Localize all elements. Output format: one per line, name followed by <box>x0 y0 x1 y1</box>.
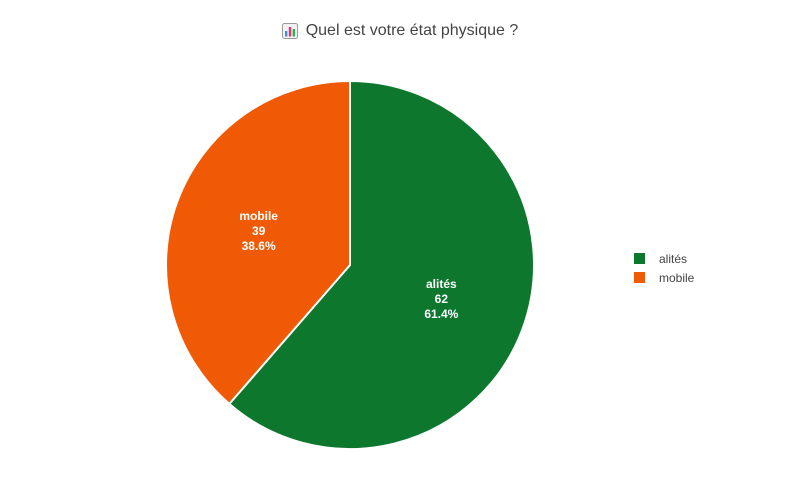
pie-slice-alites[interactable] <box>227 79 535 450</box>
pie-label-name-mobile: mobile <box>239 209 278 223</box>
legend-label-alites: alités <box>659 251 688 266</box>
pie-label-value-mobile: 39 <box>252 224 266 238</box>
legend-swatch-mobile <box>634 272 645 283</box>
pie-label-value-alites: 62 <box>435 292 449 306</box>
legend-item-alites[interactable]: alités <box>634 249 694 268</box>
pie-label-percent-alites: 61.4% <box>424 307 458 321</box>
chart-legend: alités mobile <box>634 249 694 287</box>
pie-slice-mobile[interactable] <box>165 79 351 406</box>
legend-label-mobile: mobile <box>659 270 695 285</box>
pie-label-percent-mobile: 38.6% <box>242 239 276 253</box>
chart-title-row: Quel est votre état physique ? <box>0 22 800 40</box>
legend-swatch-alites <box>634 253 645 264</box>
legend-item-mobile[interactable]: mobile <box>634 268 694 287</box>
chart-title: Quel est votre état physique ? <box>305 22 519 39</box>
pie-label-name-alites: alités <box>426 277 457 291</box>
bar-chart-icon <box>281 23 298 39</box>
